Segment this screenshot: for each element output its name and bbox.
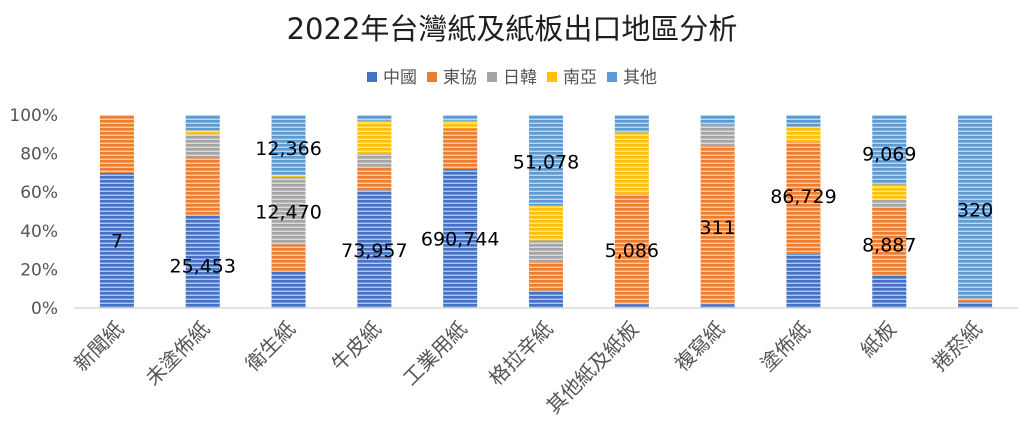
bar-segment-hatch	[99, 172, 134, 308]
legend-item: 日韓	[487, 63, 537, 88]
bar-segment-hatch	[958, 115, 993, 299]
bar-segment-hatch	[786, 115, 821, 127]
data-label: 25,453	[169, 256, 235, 278]
bar-segment-hatch	[614, 115, 649, 133]
y-tick-label: 60%	[20, 183, 58, 203]
legend: 中國 東協 日韓 南亞 其他	[0, 63, 1024, 88]
x-tick-label: 複寫紙	[670, 317, 729, 376]
bar-segment-hatch	[529, 115, 563, 206]
x-tick-label: 未塗佈紙	[141, 317, 215, 391]
chart-title: 2022年台灣紙及紙板出口地區分析	[286, 12, 738, 46]
x-tick-label: 捲菸紙	[927, 317, 986, 376]
x-tick-label: 格拉辛紙	[484, 317, 558, 391]
legend-label: 南亞	[563, 68, 597, 88]
bar-segment-hatch	[271, 271, 306, 308]
y-tick-label: 100%	[9, 106, 58, 126]
data-label: 73,957	[341, 240, 407, 262]
legend-item: 其他	[607, 63, 657, 88]
legend-swatch	[427, 72, 437, 82]
x-tick-label: 衛生紙	[241, 317, 300, 376]
bar-segment-hatch	[185, 157, 220, 216]
bar-segment-hatch	[958, 298, 993, 303]
y-tick-label: 0%	[31, 299, 58, 319]
bar-segment-hatch	[529, 240, 563, 262]
data-label: 9,069	[862, 144, 916, 166]
y-tick-label: 20%	[20, 260, 58, 280]
bar-segment-hatch	[357, 120, 392, 154]
bar-segment-hatch	[786, 142, 821, 254]
legend-item: 東協	[427, 63, 477, 88]
bar-segment-hatch	[357, 115, 392, 121]
legend-label: 東協	[443, 68, 477, 88]
data-label: 320	[957, 200, 993, 222]
legend-swatch	[547, 72, 557, 82]
bar-segment-hatch	[872, 199, 907, 208]
bar-segment-hatch	[529, 205, 563, 241]
bar-segment-hatch	[185, 115, 220, 131]
bar-segment-hatch	[700, 115, 735, 125]
bar-segment-hatch	[529, 290, 563, 308]
x-tick-label: 紙板	[856, 317, 901, 362]
bar-segment-hatch	[786, 253, 821, 308]
bar-segment-hatch	[443, 120, 478, 129]
bar-segment-hatch	[271, 115, 306, 175]
y-tick-label: 80%	[20, 145, 58, 165]
data-label: 86,729	[770, 186, 836, 208]
bar-segment-hatch	[872, 115, 907, 185]
bar-segment-hatch	[700, 304, 735, 308]
legend-item: 中國	[367, 63, 417, 88]
x-tick-label: 工業用紙	[398, 317, 472, 391]
x-tick-label: 新聞紙	[69, 317, 128, 376]
legend-label: 中國	[383, 68, 417, 88]
bar-segment-hatch	[271, 244, 306, 272]
legend-label: 其他	[623, 68, 657, 88]
bar-segment-hatch	[271, 176, 306, 245]
bar-segment-hatch	[443, 169, 478, 308]
legend-swatch	[607, 72, 617, 82]
bar-segment-hatch	[872, 184, 907, 200]
x-tick-label: 塗佈紙	[756, 317, 815, 376]
data-label: 311	[700, 217, 736, 239]
y-tick-label: 40%	[20, 222, 58, 242]
bar-segment-hatch	[443, 128, 478, 170]
bar-segment-hatch	[185, 134, 220, 158]
bar-segment-hatch	[872, 275, 907, 308]
x-tick-label: 牛皮紙	[327, 317, 386, 376]
bar-segment-hatch	[185, 215, 220, 308]
bar-segment-hatch	[614, 194, 649, 305]
data-label: 7	[111, 230, 123, 252]
legend-item: 南亞	[547, 63, 597, 88]
data-label: 12,470	[255, 202, 321, 224]
bar-segment-hatch	[614, 304, 649, 308]
bar-segment-hatch	[185, 130, 220, 135]
bar-segment-hatch	[357, 153, 392, 168]
data-label: 8,887	[862, 234, 916, 256]
data-label: 5,086	[605, 240, 659, 262]
bar-segment-hatch	[700, 145, 735, 305]
bar-segment-hatch	[786, 126, 821, 143]
bar-segment-hatch	[872, 207, 907, 276]
bar-segment-hatch	[614, 132, 649, 195]
legend-swatch	[367, 72, 377, 82]
legend-label: 日韓	[503, 68, 537, 88]
bar-segment-hatch	[357, 167, 392, 191]
data-label: 51,078	[513, 151, 579, 173]
bar-segment-hatch	[357, 190, 392, 308]
bar-segment-hatch	[99, 115, 134, 173]
bar-segment-hatch	[700, 124, 735, 146]
x-tick-label: 其他紙及紙板	[542, 317, 644, 419]
data-label: 690,744	[421, 229, 500, 251]
legend-swatch	[487, 72, 497, 82]
bar-segment-hatch	[271, 174, 306, 177]
data-label: 12,366	[255, 138, 321, 160]
bar-segment-hatch	[958, 302, 993, 308]
bar-segment-hatch	[529, 261, 563, 291]
bar-segment-hatch	[443, 115, 478, 121]
